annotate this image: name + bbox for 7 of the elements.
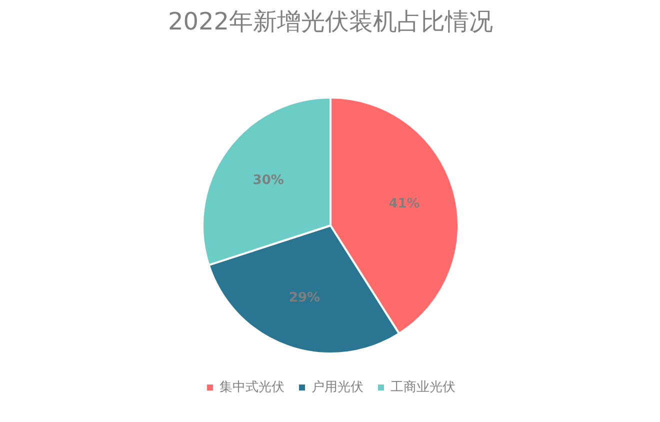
- data-label: 30%: [252, 172, 284, 188]
- chart-title: 2022年新增光伏装机占比情况: [168, 8, 494, 36]
- legend-label: 户用光伏: [312, 379, 364, 396]
- legend-label: 集中式光伏: [220, 379, 284, 396]
- data-label: 29%: [288, 290, 320, 306]
- legend-label: 工商业光伏: [390, 379, 456, 396]
- data-label: 41%: [388, 196, 420, 212]
